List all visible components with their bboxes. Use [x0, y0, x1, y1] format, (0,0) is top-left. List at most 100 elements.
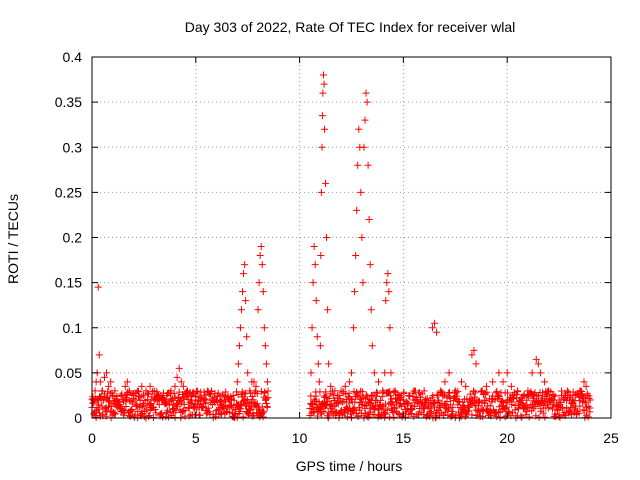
data-point: [239, 288, 247, 296]
data-point: [396, 400, 404, 408]
data-point: [149, 413, 157, 421]
data-point: [308, 324, 316, 332]
data-point: [534, 360, 542, 368]
data-point: [196, 400, 204, 408]
data-point: [236, 324, 244, 332]
data-point: [538, 389, 546, 397]
data-point: [237, 401, 245, 409]
data-point: [567, 403, 575, 411]
data-point: [523, 396, 531, 404]
data-point: [449, 410, 457, 418]
data-point: [233, 378, 241, 386]
data-point: [138, 382, 146, 390]
data-point: [584, 413, 592, 421]
data-point: [256, 252, 264, 260]
data-point: [141, 402, 149, 410]
data-point: [350, 324, 358, 332]
data-point: [179, 394, 187, 402]
data-point: [240, 390, 248, 398]
data-point: [561, 391, 569, 399]
data-point: [478, 387, 486, 395]
data-point: [252, 382, 260, 390]
data-point: [387, 392, 395, 400]
data-point: [200, 388, 208, 396]
data-point: [364, 410, 372, 418]
data-point: [310, 243, 318, 251]
data-point: [471, 389, 479, 397]
data-point: [232, 410, 240, 418]
data-point: [137, 403, 145, 411]
data-point: [455, 397, 463, 405]
data-point: [421, 399, 429, 407]
data-point: [169, 405, 177, 413]
data-point: [345, 399, 353, 407]
data-point: [468, 351, 476, 359]
data-point: [323, 234, 331, 241]
data-point: [439, 392, 447, 400]
y-tick-label: 0.1: [63, 320, 83, 336]
data-point: [239, 413, 247, 421]
data-point: [139, 391, 147, 399]
data-point: [472, 360, 480, 368]
data-point: [491, 409, 499, 417]
data-point: [128, 406, 136, 414]
data-point: [246, 406, 254, 414]
data-point: [193, 387, 201, 395]
data-point: [479, 412, 487, 420]
data-point: [144, 412, 152, 420]
data-point: [540, 399, 548, 407]
data-point: [258, 261, 266, 269]
data-point: [324, 306, 332, 314]
data-point: [461, 412, 469, 420]
data-point: [237, 405, 245, 413]
data-point: [234, 360, 242, 368]
data-point: [356, 406, 364, 414]
data-point: [503, 403, 511, 411]
data-point: [508, 398, 516, 406]
data-point: [103, 369, 111, 377]
data-point: [493, 413, 501, 421]
data-point: [499, 397, 507, 405]
data-point: [362, 89, 370, 97]
data-point: [422, 413, 430, 421]
data-point: [489, 378, 497, 386]
data-point: [504, 389, 512, 397]
data-point: [173, 401, 181, 409]
data-point: [363, 98, 371, 106]
data-point: [337, 387, 345, 395]
data-point: [245, 411, 253, 419]
data-point: [437, 387, 445, 395]
data-point: [390, 388, 398, 396]
data-point: [337, 397, 345, 405]
data-point: [499, 406, 507, 414]
data-point: [582, 399, 590, 407]
data-point: [373, 389, 381, 397]
y-tick-label: 0.2: [63, 230, 83, 246]
data-point: [400, 388, 408, 396]
data-point: [341, 382, 349, 390]
data-point: [541, 378, 549, 386]
data-point: [192, 396, 200, 404]
data-point: [353, 392, 361, 400]
data-points: [88, 71, 594, 422]
data-point: [98, 387, 106, 395]
data-point: [365, 413, 373, 421]
data-point: [449, 403, 457, 411]
grid-lines: [92, 57, 611, 418]
data-point: [132, 402, 140, 410]
data-point: [396, 401, 404, 409]
data-point: [180, 400, 188, 408]
data-point: [357, 387, 365, 395]
data-point: [196, 393, 204, 401]
data-point: [125, 387, 133, 395]
data-point: [220, 392, 228, 400]
data-point: [435, 396, 443, 404]
data-point: [431, 319, 439, 327]
data-point: [318, 143, 326, 151]
data-point: [368, 342, 376, 350]
data-point: [100, 373, 108, 381]
data-point: [113, 396, 121, 404]
data-point: [217, 400, 225, 408]
data-point: [404, 400, 412, 408]
data-point: [183, 387, 191, 395]
